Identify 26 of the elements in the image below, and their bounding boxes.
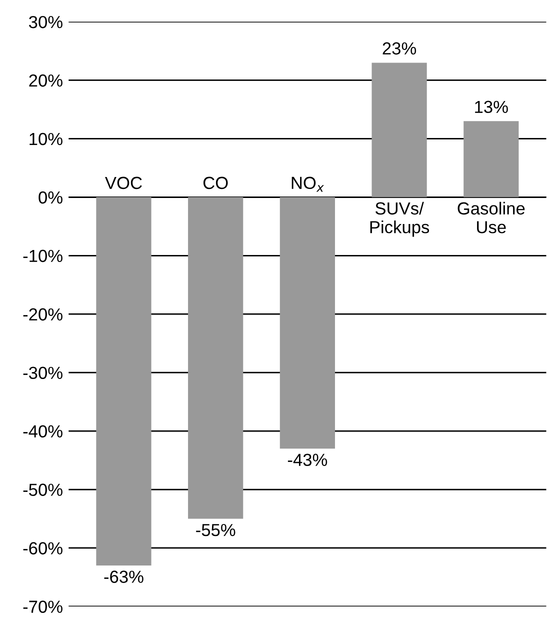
y-tick-label: 20% bbox=[29, 74, 62, 87]
x-tick-label: NO$_{x}$ bbox=[292, 176, 324, 192]
bar bbox=[372, 62, 427, 198]
x-tick-label: Gasoline Use bbox=[458, 202, 525, 234]
y-tick-label: -30% bbox=[23, 366, 62, 380]
y-tick-label: -20% bbox=[23, 308, 62, 321]
y-tick-label: -40% bbox=[23, 425, 62, 438]
data-label: -63% bbox=[104, 570, 144, 583]
data-label: 13% bbox=[475, 100, 508, 114]
y-tick-label: 30% bbox=[28, 16, 62, 28]
y-tick-label: -50% bbox=[23, 484, 62, 496]
data-label: -55% bbox=[196, 524, 236, 536]
y-tick-label: -10% bbox=[23, 250, 62, 262]
bar bbox=[280, 197, 335, 449]
y-tick-label: 0% bbox=[38, 191, 62, 204]
x-tick-label: VOC bbox=[105, 176, 142, 190]
bar bbox=[188, 197, 244, 519]
y-tick-label: -60% bbox=[23, 542, 62, 554]
data-label: 23% bbox=[382, 42, 416, 55]
x-tick-label: CO bbox=[203, 176, 228, 190]
bar bbox=[464, 121, 519, 198]
data-label: -43% bbox=[288, 454, 328, 466]
x-tick-label: SUVs/ Pickups bbox=[370, 202, 430, 237]
y-tick-label: 10% bbox=[30, 132, 62, 146]
y-tick-label: -70% bbox=[23, 600, 62, 613]
bar bbox=[96, 197, 152, 566]
